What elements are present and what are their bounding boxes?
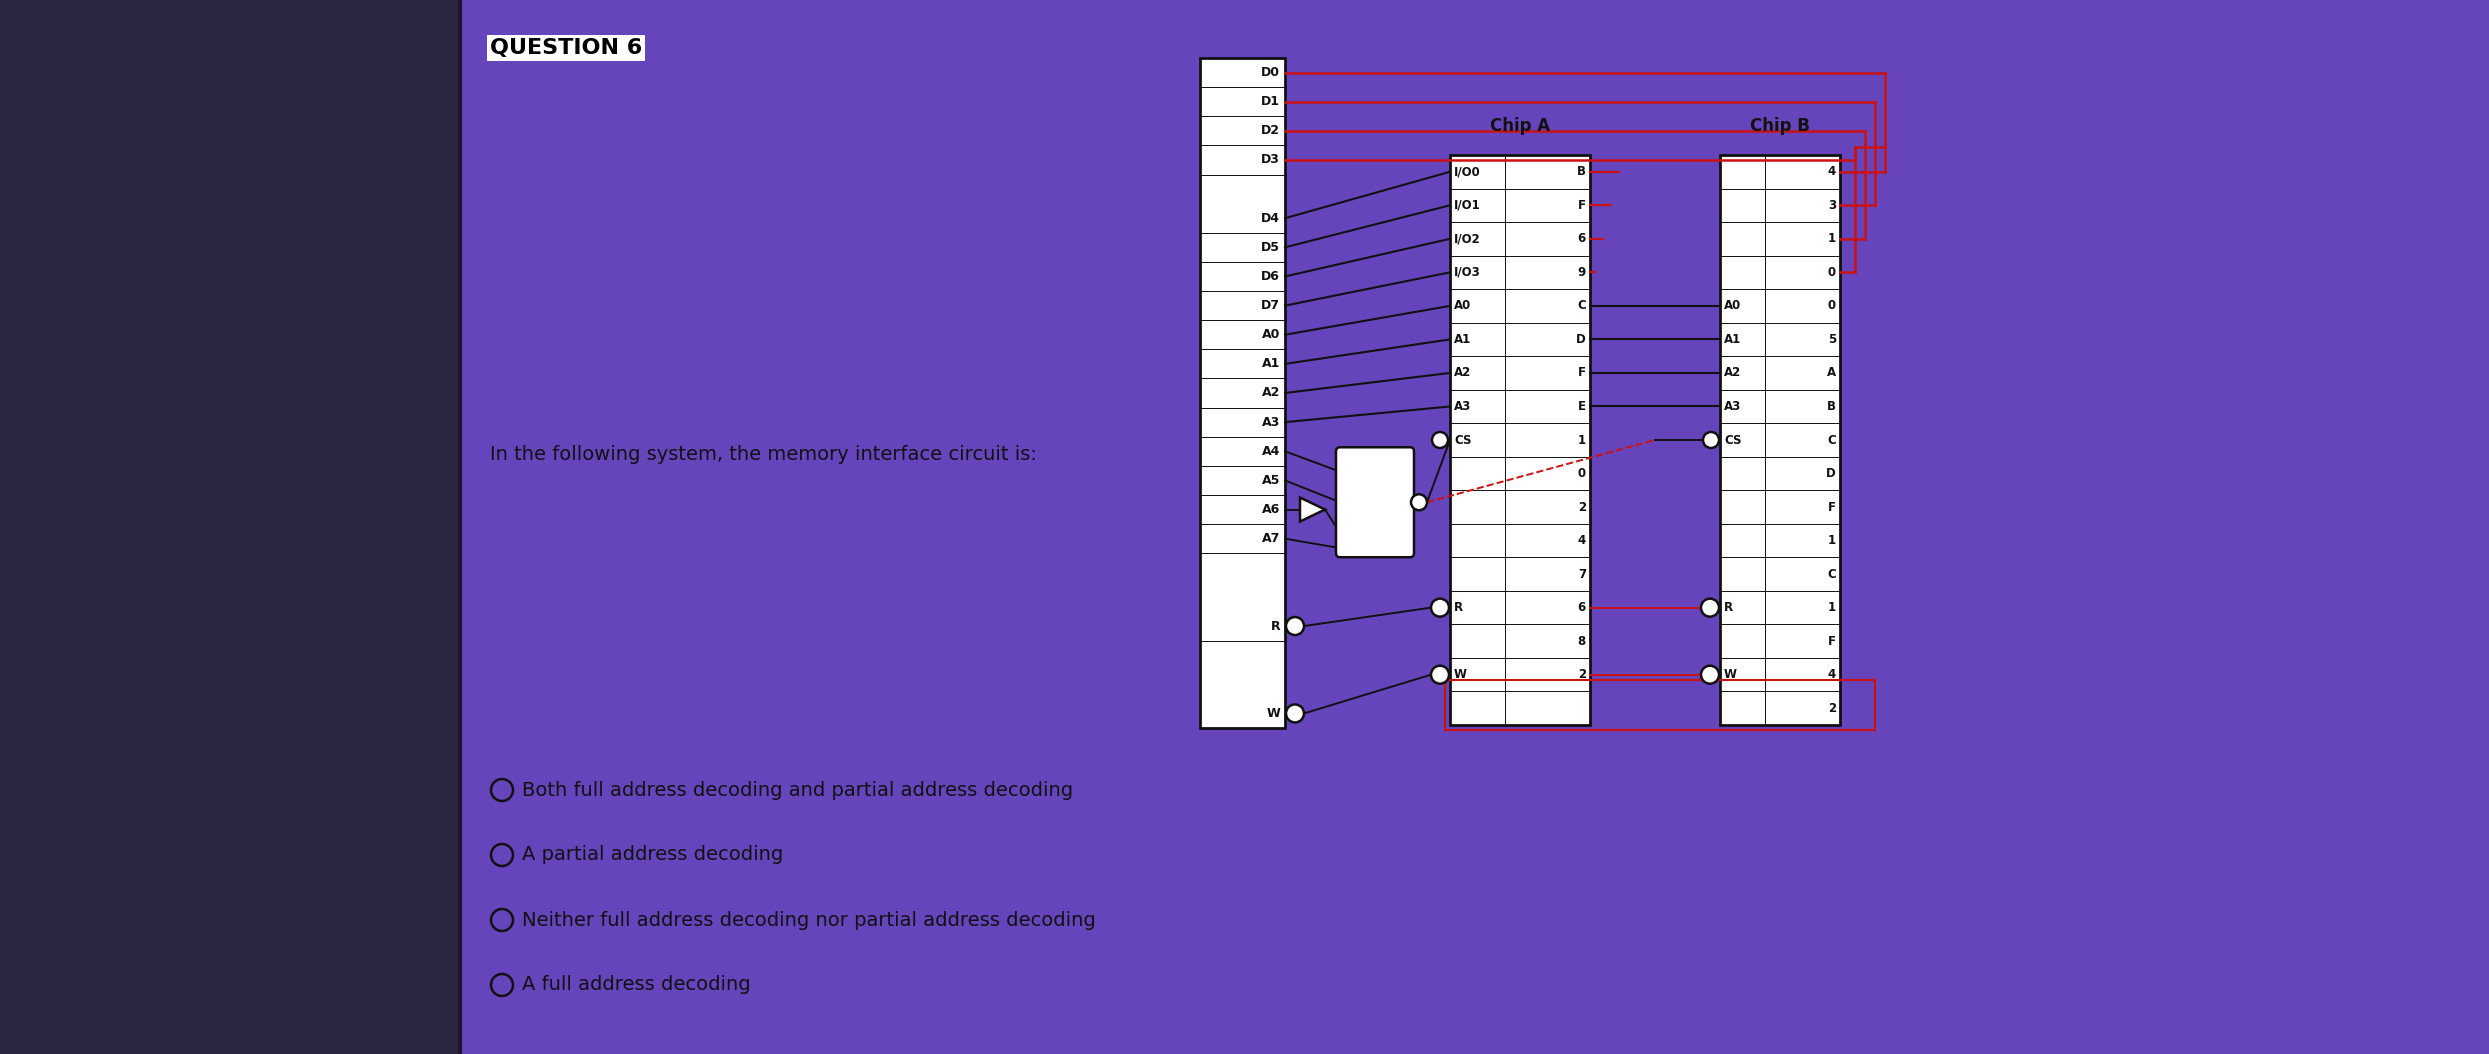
Text: 4: 4 xyxy=(1827,165,1837,178)
Text: A5: A5 xyxy=(1262,474,1279,487)
Text: D: D xyxy=(1576,333,1585,346)
Text: D5: D5 xyxy=(1262,241,1279,254)
Text: Chip A: Chip A xyxy=(1491,117,1551,135)
FancyBboxPatch shape xyxy=(1337,447,1414,558)
Text: A3: A3 xyxy=(1725,399,1742,413)
Text: A0: A0 xyxy=(1262,328,1279,341)
Text: A6: A6 xyxy=(1262,503,1279,516)
Text: A0: A0 xyxy=(1454,299,1471,312)
Bar xyxy=(0,0,460,1054)
Text: 2: 2 xyxy=(1578,501,1585,513)
Text: A full address decoding: A full address decoding xyxy=(523,976,752,995)
Text: 8: 8 xyxy=(1578,635,1585,647)
Text: 5: 5 xyxy=(1827,333,1837,346)
Circle shape xyxy=(1431,666,1449,684)
Text: Both full address decoding and partial address decoding: Both full address decoding and partial a… xyxy=(523,781,1073,800)
Bar xyxy=(1200,58,1284,728)
Text: D2: D2 xyxy=(1262,124,1279,137)
Text: W: W xyxy=(1725,668,1737,681)
Text: 6: 6 xyxy=(1578,601,1585,614)
Bar xyxy=(460,0,2489,1054)
Text: In the following system, the memory interface circuit is:: In the following system, the memory inte… xyxy=(490,446,1038,465)
Text: W: W xyxy=(1454,668,1466,681)
Text: D6: D6 xyxy=(1262,270,1279,282)
Text: F: F xyxy=(1827,635,1837,647)
Text: R: R xyxy=(1269,620,1279,632)
Circle shape xyxy=(1411,494,1426,510)
Text: 7: 7 xyxy=(1578,568,1585,581)
Text: R: R xyxy=(1725,601,1732,614)
Circle shape xyxy=(1287,704,1304,722)
Text: F: F xyxy=(1827,501,1837,513)
Text: A3: A3 xyxy=(1454,399,1471,413)
Text: W: W xyxy=(1267,707,1279,720)
Text: 9: 9 xyxy=(1578,266,1585,279)
Text: F: F xyxy=(1578,367,1585,379)
Text: C: C xyxy=(1827,433,1837,447)
Text: 1: 1 xyxy=(1827,601,1837,614)
Bar xyxy=(1720,155,1839,725)
Text: I/O1: I/O1 xyxy=(1454,199,1481,212)
Text: A0: A0 xyxy=(1725,299,1742,312)
Text: E: E xyxy=(1578,399,1585,413)
Text: A2: A2 xyxy=(1262,387,1279,399)
Circle shape xyxy=(1700,599,1720,617)
Text: 6: 6 xyxy=(1578,232,1585,246)
Text: D3: D3 xyxy=(1262,154,1279,167)
Text: QUESTION 6: QUESTION 6 xyxy=(490,38,642,58)
Text: R: R xyxy=(1454,601,1464,614)
Text: A4: A4 xyxy=(1262,445,1279,457)
Text: 0: 0 xyxy=(1578,467,1585,480)
Text: 1: 1 xyxy=(1827,534,1837,547)
Text: A2: A2 xyxy=(1725,367,1742,379)
Text: A2: A2 xyxy=(1454,367,1471,379)
Text: 2: 2 xyxy=(1827,702,1837,715)
Text: CS: CS xyxy=(1454,433,1471,447)
Text: 4: 4 xyxy=(1578,534,1585,547)
Text: 1: 1 xyxy=(1578,433,1585,447)
Text: CS: CS xyxy=(1725,433,1742,447)
Circle shape xyxy=(1700,666,1720,684)
Text: A1: A1 xyxy=(1454,333,1471,346)
Text: C: C xyxy=(1578,299,1585,312)
Bar xyxy=(1451,155,1590,725)
Text: Neither full address decoding nor partial address decoding: Neither full address decoding nor partia… xyxy=(523,911,1095,930)
Text: 3: 3 xyxy=(1827,199,1837,212)
Text: Chip B: Chip B xyxy=(1750,117,1810,135)
Text: A partial address decoding: A partial address decoding xyxy=(523,845,784,864)
Text: I/O0: I/O0 xyxy=(1454,165,1481,178)
Text: A7: A7 xyxy=(1262,532,1279,545)
Polygon shape xyxy=(1299,497,1324,522)
Circle shape xyxy=(1431,599,1449,617)
Bar xyxy=(1446,680,1874,729)
Text: A3: A3 xyxy=(1262,415,1279,429)
Text: D: D xyxy=(1827,467,1837,480)
Text: D7: D7 xyxy=(1262,299,1279,312)
Text: D0: D0 xyxy=(1262,66,1279,79)
Text: A: A xyxy=(1827,367,1837,379)
Text: F: F xyxy=(1578,199,1585,212)
Text: 0: 0 xyxy=(1827,299,1837,312)
Text: A1: A1 xyxy=(1262,357,1279,370)
Circle shape xyxy=(1431,432,1449,448)
Text: C: C xyxy=(1827,568,1837,581)
Text: 2: 2 xyxy=(1578,668,1585,681)
Text: 1: 1 xyxy=(1827,232,1837,246)
Text: 4: 4 xyxy=(1827,668,1837,681)
Text: A1: A1 xyxy=(1725,333,1742,346)
Text: D1: D1 xyxy=(1262,95,1279,109)
Text: B: B xyxy=(1827,399,1837,413)
Text: I/O2: I/O2 xyxy=(1454,232,1481,246)
Circle shape xyxy=(1287,617,1304,636)
Text: D4: D4 xyxy=(1262,212,1279,225)
Text: B: B xyxy=(1578,165,1585,178)
Text: I/O3: I/O3 xyxy=(1454,266,1481,279)
Circle shape xyxy=(1702,432,1720,448)
Text: 0: 0 xyxy=(1827,266,1837,279)
